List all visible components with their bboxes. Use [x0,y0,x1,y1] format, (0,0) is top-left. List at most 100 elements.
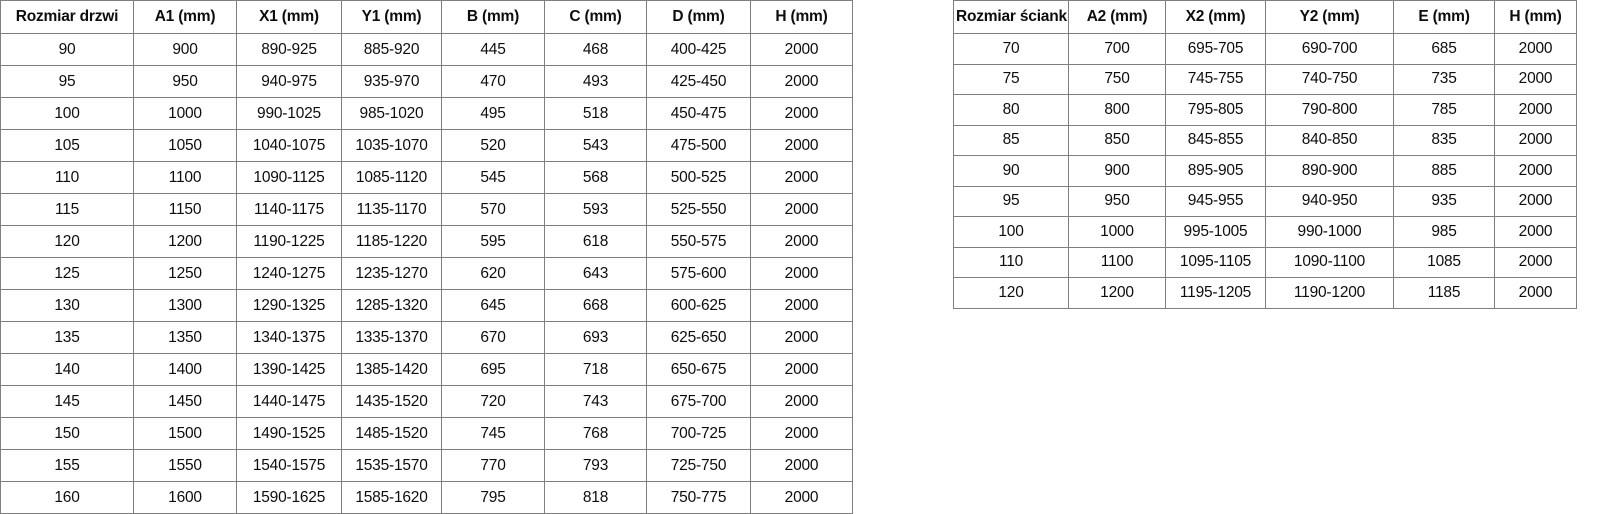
table-cell: 793 [544,449,647,482]
column-header-3: Y2 (mm) [1265,0,1394,34]
table-cell: 900 [133,33,237,66]
table-cell: 2000 [750,129,853,162]
table-cell: 2000 [750,257,853,290]
table-cell: 1440-1475 [236,385,342,418]
table-cell: 618 [544,225,647,258]
table-cell: 743 [544,385,647,418]
column-header-1: A1 (mm) [133,0,237,34]
table-row: 130 1300 1290-1325 1285-1320 645 668 600-625 20… [0,289,853,322]
table-cell: 445 [441,33,545,66]
column-header-0: Rozmiar ścianki [953,0,1069,34]
table-cell: 1240-1275 [236,257,342,290]
table-row: 90 900 895-905 890-900 885 2000 [953,155,1577,187]
table-cell: 2000 [750,289,853,322]
table-cell: 1085-1120 [341,161,442,194]
column-header-6: D (mm) [646,0,751,34]
table-cell: 835 [1393,124,1495,156]
table-cell: 600-625 [646,289,751,322]
doors-dimension-table: Rozmiar drzwi A1 (mm) X1 (mm) Y1 (mm) B (mm)… [0,0,853,514]
table-row: 100 1000 995-1005 990-1000 985 2000 [953,216,1577,248]
table-cell: 695 [441,353,545,386]
row-size-cell: 120 [0,225,134,258]
table-cell: 750-775 [646,481,751,514]
column-header-4: E (mm) [1393,0,1495,34]
table-cell: 2000 [750,225,853,258]
table-cell: 400-425 [646,33,751,66]
table-cell: 2000 [750,353,853,386]
table-cell: 2000 [1494,155,1577,187]
row-size-cell: 110 [953,246,1069,278]
table-cell: 890-900 [1265,155,1394,187]
row-size-cell: 100 [0,97,134,130]
table-cell: 1300 [133,289,237,322]
table-cell: 795-805 [1165,94,1266,126]
walls-table-body: 70 700 695-705 690-700 685 2000 75 750 745-755 74… [953,33,1577,309]
table-cell: 1035-1070 [341,129,442,162]
table-cell: 750 [1068,63,1166,95]
row-size-cell: 145 [0,385,134,418]
table-cell: 1190-1200 [1265,277,1394,309]
table-cell: 2000 [750,417,853,450]
table-cell: 745 [441,417,545,450]
table-header-row: Rozmiar ścianki A2 (mm) X2 (mm) Y2 (mm) E (m… [953,0,1577,34]
table-cell: 1390-1425 [236,353,342,386]
table-cell: 1540-1575 [236,449,342,482]
table-cell: 1590-1625 [236,481,342,514]
table-cell: 1185-1220 [341,225,442,258]
table-row: 110 1100 1095-1105 1090-1100 1085 2000 [953,246,1577,278]
table-cell: 1585-1620 [341,481,442,514]
row-size-cell: 150 [0,417,134,450]
table-cell: 2000 [750,33,853,66]
table-cell: 690-700 [1265,33,1394,65]
table-cell: 985-1020 [341,97,442,130]
table-cell: 550-575 [646,225,751,258]
table-cell: 2000 [1494,124,1577,156]
table-cell: 1090-1125 [236,161,342,194]
table-cell: 950 [133,65,237,98]
table-cell: 575-600 [646,257,751,290]
table-cell: 1435-1520 [341,385,442,418]
row-size-cell: 160 [0,481,134,514]
table-row: 85 850 845-855 840-850 835 2000 [953,124,1577,156]
column-header-2: X2 (mm) [1165,0,1266,34]
table-cell: 2000 [750,65,853,98]
row-size-cell: 125 [0,257,134,290]
table-cell: 1095-1105 [1165,246,1266,278]
table-cell: 885-920 [341,33,442,66]
table-row: 95 950 940-975 935-970 470 493 425-450 2000 [0,65,853,98]
table-cell: 1150 [133,193,237,226]
table-cell: 795 [441,481,545,514]
table-cell: 1400 [133,353,237,386]
table-cell: 890-925 [236,33,342,66]
table-cell: 2000 [750,321,853,354]
row-size-cell: 95 [953,185,1069,217]
table-cell: 1200 [133,225,237,258]
table-cell: 518 [544,97,647,130]
table-cell: 1200 [1068,277,1166,309]
column-header-5: C (mm) [544,0,647,34]
table-cell: 1185 [1393,277,1495,309]
table-cell: 700-725 [646,417,751,450]
table-cell: 545 [441,161,545,194]
column-header-0: Rozmiar drzwi [0,0,134,34]
table-cell: 790-800 [1265,94,1394,126]
table-header-row: Rozmiar drzwi A1 (mm) X1 (mm) Y1 (mm) B (mm)… [0,0,853,34]
table-row: 135 1350 1340-1375 1335-1370 670 693 625-650 20… [0,321,853,354]
table-cell: 1535-1570 [341,449,442,482]
table-cell: 468 [544,33,647,66]
table-cell: 1190-1225 [236,225,342,258]
table-cell: 2000 [1494,94,1577,126]
table-cell: 995-1005 [1165,216,1266,248]
row-size-cell: 70 [953,33,1069,65]
table-cell: 2000 [1494,33,1577,65]
table-cell: 2000 [750,481,853,514]
table-cell: 643 [544,257,647,290]
table-cell: 1385-1420 [341,353,442,386]
row-size-cell: 90 [953,155,1069,187]
table-cell: 500-525 [646,161,751,194]
table-cell: 885 [1393,155,1495,187]
row-size-cell: 75 [953,63,1069,95]
table-cell: 668 [544,289,647,322]
table-cell: 1290-1325 [236,289,342,322]
